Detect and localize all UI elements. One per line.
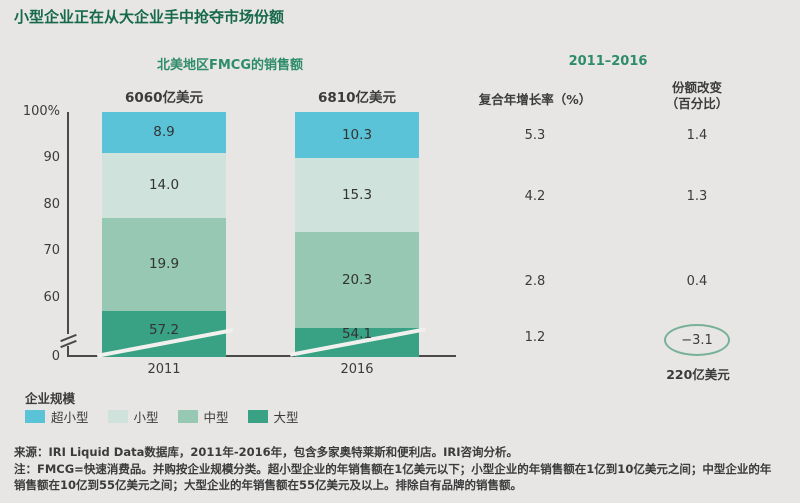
cagr-value-small: 4.2 bbox=[524, 189, 546, 204]
share-header-line2: （百分比） bbox=[665, 96, 729, 111]
y-axis-line bbox=[67, 112, 69, 357]
share-value-medium: 0.4 bbox=[686, 274, 708, 289]
legend-swatch-medium bbox=[177, 410, 198, 423]
share-value-ultra-small: 1.4 bbox=[686, 128, 708, 143]
x-label-2011: 2011 bbox=[147, 362, 181, 377]
legend-item-medium: 中型 bbox=[177, 407, 229, 426]
bar-2011-segment-ultra-small bbox=[102, 112, 226, 153]
share-value-small: 1.3 bbox=[686, 189, 708, 204]
cagr-value-large: 1.2 bbox=[524, 330, 546, 345]
footnotes: 来源：IRI Liquid Data数据库，2011年-2016年，包含多家奥特… bbox=[14, 444, 782, 494]
share-value-large: −3.1 bbox=[681, 332, 713, 348]
bar-2011-segment-small bbox=[102, 153, 226, 218]
legend-label-medium: 中型 bbox=[203, 410, 229, 425]
bar-2011-segment-medium bbox=[102, 218, 226, 311]
share-change-amount-note: 220亿美元 bbox=[666, 367, 730, 382]
label-2016-medium: 20.3 bbox=[341, 272, 373, 288]
y-tick-90: 90 bbox=[43, 150, 60, 165]
legend-swatch-small bbox=[107, 410, 128, 423]
bar-2016 bbox=[295, 112, 419, 357]
cagr-value-medium: 2.8 bbox=[524, 274, 546, 289]
legend-swatch-ultra-small bbox=[25, 410, 45, 423]
y-tick-70: 70 bbox=[43, 243, 60, 258]
page-title: 小型企业正在从大企业手中抢夺市场份额 bbox=[14, 8, 285, 26]
bar-total-2011: 6060亿美元 bbox=[124, 90, 204, 106]
bar-total-2016: 6810亿美元 bbox=[317, 90, 397, 106]
legend-swatch-large bbox=[247, 410, 268, 423]
legend-label-small: 小型 bbox=[133, 410, 159, 425]
share-column-header: 份额改变 （百分比） bbox=[637, 80, 757, 112]
bar-2011 bbox=[102, 112, 226, 357]
x-label-2016: 2016 bbox=[340, 362, 374, 377]
label-2016-small: 15.3 bbox=[341, 187, 373, 203]
bar-2016-segment-medium bbox=[295, 232, 419, 328]
legend-label-large: 大型 bbox=[273, 410, 299, 425]
legend-item-ultra-small: 超小型 bbox=[25, 407, 89, 426]
cagr-value-ultra-small: 5.3 bbox=[524, 128, 546, 143]
share-header-line1: 份额改变 bbox=[671, 80, 722, 95]
cagr-column-header: 复合年增长率（%） bbox=[478, 92, 592, 107]
label-2011-medium: 19.9 bbox=[148, 256, 180, 272]
label-2011-small: 14.0 bbox=[148, 177, 180, 193]
legend-title: 企业规模 bbox=[25, 391, 76, 406]
label-2016-large: 54.1 bbox=[341, 326, 373, 342]
label-2011-ultra-small: 8.9 bbox=[153, 124, 175, 140]
legend: 超小型 小型 中型 大型 bbox=[25, 407, 299, 426]
bar-2016-segment-ultra-small bbox=[295, 112, 419, 158]
label-2011-large: 57.2 bbox=[148, 322, 180, 338]
label-2016-ultra-small: 10.3 bbox=[341, 127, 373, 143]
y-tick-0: 0 bbox=[51, 349, 60, 364]
legend-item-small: 小型 bbox=[107, 407, 159, 426]
definition-note: 注：FMCG=快速消费品。并购按企业规模分类。超小型企业的年销售额在1亿美元以下… bbox=[14, 461, 772, 493]
legend-label-ultra-small: 超小型 bbox=[51, 410, 89, 425]
legend-item-large: 大型 bbox=[247, 407, 299, 426]
period-label: 2011–2016 bbox=[568, 54, 648, 69]
x-axis-line bbox=[67, 355, 456, 357]
source-note: 来源：IRI Liquid Data数据库，2011年-2016年，包含多家奥特… bbox=[14, 445, 519, 459]
bar-2016-segment-small bbox=[295, 158, 419, 232]
share-value-large-highlight-ellipse: −3.1 bbox=[664, 324, 730, 356]
y-tick-60: 60 bbox=[43, 290, 60, 305]
y-tick-80: 80 bbox=[43, 197, 60, 212]
y-axis-break-gap bbox=[63, 334, 73, 346]
y-tick-100: 100% bbox=[22, 104, 60, 119]
chart-subtitle: 北美地区FMCG的销售额 bbox=[156, 58, 304, 73]
